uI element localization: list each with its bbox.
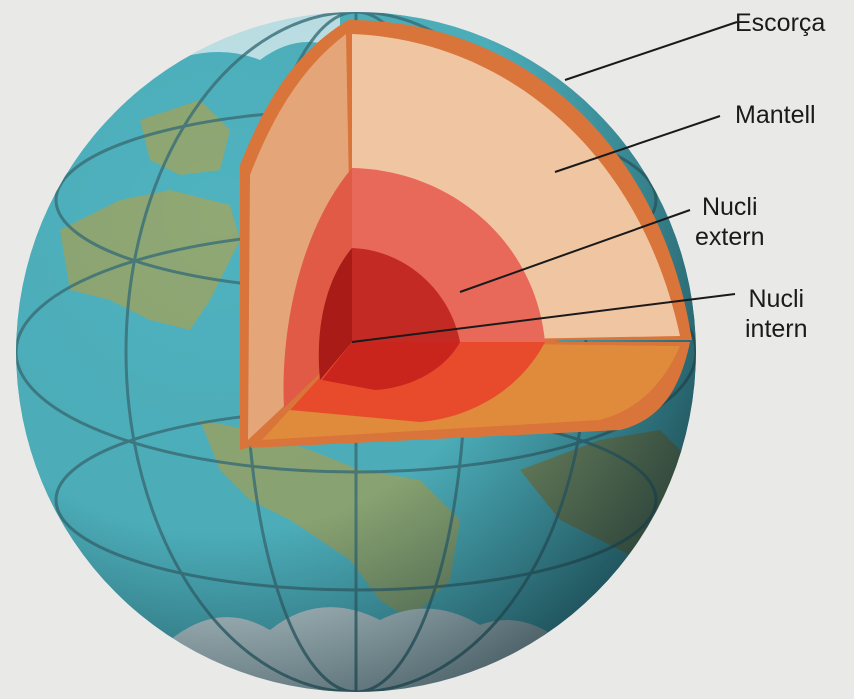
- crust-leader-line: [564, 21, 738, 81]
- outer-core-label-line2: extern: [695, 223, 765, 251]
- cutaway-section: [240, 20, 692, 450]
- mantle-leader-line: [554, 115, 721, 173]
- inner-core-label: Nucli intern: [745, 284, 808, 344]
- inner-core-label-line1: Nucli: [748, 285, 805, 313]
- inner-core-side: [318, 248, 352, 380]
- inner-core-bottom: [322, 342, 460, 390]
- outer-core-label: Nucli extern: [695, 192, 764, 252]
- outer-core-leader-line: [459, 209, 691, 293]
- inner-core-label-line2: intern: [745, 315, 808, 343]
- inner-core-leader-line: [351, 293, 736, 343]
- mantle-label: Mantell: [735, 101, 816, 129]
- leader-lines: [351, 21, 738, 343]
- outer-core-label-line1: Nucli: [701, 193, 758, 221]
- crust-label: Escorça: [735, 9, 826, 37]
- inner-core: [352, 248, 460, 342]
